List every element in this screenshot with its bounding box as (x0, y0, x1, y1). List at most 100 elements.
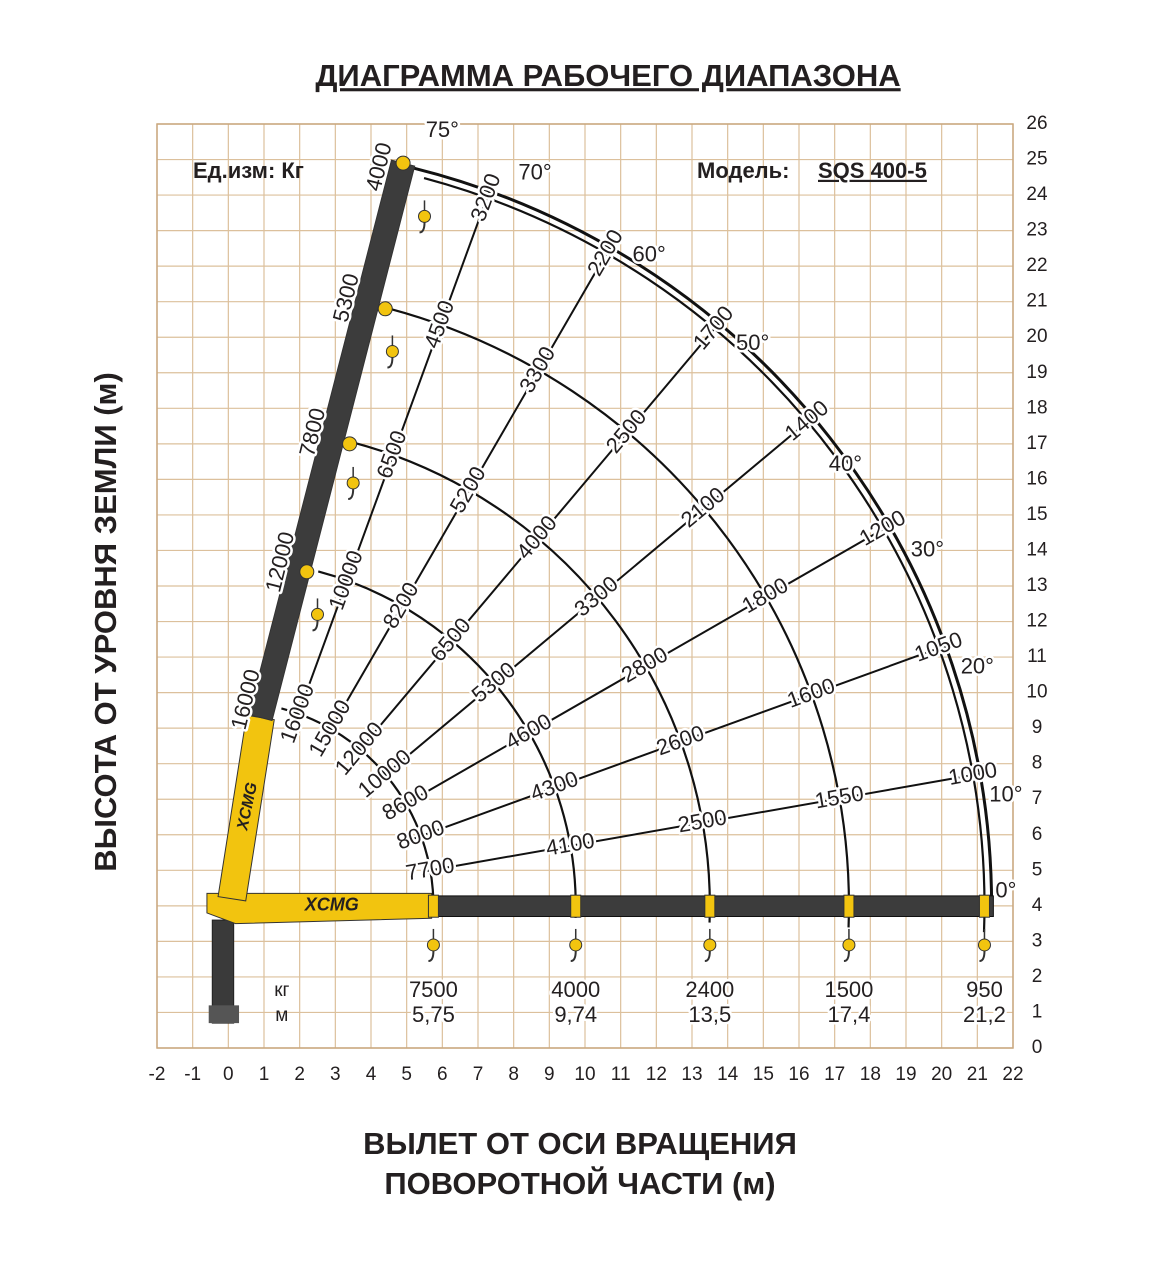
title: ДИАГРАММА РАБОЧЕГО ДИАПАЗОНА (315, 58, 900, 93)
x-tick-label: 19 (895, 1064, 916, 1085)
x-axis-title: ВЫЛЕТ ОТ ОСИ ВРАЩЕНИЯ (363, 1126, 797, 1161)
load-label: 5200 (445, 462, 491, 517)
hook (843, 950, 850, 962)
hook-block (418, 209, 431, 223)
hook (979, 950, 986, 962)
y-tick-label: 18 (1026, 397, 1047, 418)
boom-collar (704, 894, 716, 918)
grid: -2 -1 0 1 2 3 4 5 6 7 8 9 10 11 12 13 14 15 16 17 18 19 20 21 22… (149, 113, 1048, 1085)
hook-arc (423, 177, 986, 933)
angle-line (399, 524, 890, 809)
horizontal-boom-base (206, 892, 433, 925)
table-kg: 7500 (409, 977, 458, 1002)
x-tick-label: 16 (788, 1064, 809, 1085)
base-foot (208, 1005, 240, 1024)
y-tick-label: 5 (1032, 859, 1043, 880)
y-tick-label: 15 (1026, 504, 1047, 525)
hook (348, 488, 355, 500)
hook (570, 950, 577, 962)
load-label: 3300 (514, 342, 560, 397)
boom-joint (395, 155, 411, 171)
x-tick-label: 10 (574, 1064, 595, 1085)
brand-logo: XCMG (304, 895, 359, 915)
x-tick-label: 2 (294, 1064, 305, 1085)
load-label: 4600 (501, 708, 556, 754)
model-name: SQS 400-5 (818, 158, 927, 183)
load-labels: 3200450065001000016000220033005200820015… (223, 114, 1025, 1029)
hook-block (842, 938, 856, 952)
x-tick-label: 1 (259, 1064, 270, 1085)
y-tick-label: 1 (1032, 1001, 1043, 1022)
boom-joint (342, 436, 358, 452)
angle-line (379, 416, 814, 780)
load-label: 10000 (323, 547, 367, 613)
angle-label: 10° (989, 781, 1022, 806)
table-kg: 1500 (824, 977, 873, 1002)
table-m: 21,2 (963, 1002, 1006, 1027)
hook (419, 222, 426, 234)
y-tick-label: 26 (1026, 113, 1047, 134)
unit-label: Ед.изм: Кг (193, 158, 304, 183)
x-tick-label: 17 (824, 1064, 845, 1085)
x-tick-label: 7 (473, 1064, 484, 1085)
hook-arc (388, 307, 851, 928)
x-tick-label: 8 (508, 1064, 519, 1085)
boom-joint (377, 301, 393, 317)
hook-arc (352, 441, 711, 923)
load-label: 8000 (393, 814, 448, 854)
x-tick-label: 6 (437, 1064, 448, 1085)
angle-line (354, 322, 720, 756)
load-label: 1550 (813, 780, 866, 813)
hook-block (426, 938, 440, 952)
load-label: 1800 (737, 572, 792, 618)
table-m: 13,5 (688, 1002, 731, 1027)
table-row-label: кг (274, 980, 289, 1001)
load-label: 1600 (784, 673, 839, 713)
x-tick-label: 20 (931, 1064, 952, 1085)
hook-block (346, 476, 360, 490)
y-tick-label: 6 (1032, 824, 1043, 845)
hook (312, 620, 319, 632)
load-label: 2800 (617, 641, 672, 687)
hook-block (311, 607, 324, 621)
y-tick-label: 12 (1026, 611, 1047, 632)
y-tick-label: 10 (1026, 682, 1047, 703)
y-tick-label: 8 (1032, 753, 1043, 774)
angle-label: 70° (518, 160, 551, 185)
y-tick-label: 3 (1032, 930, 1043, 951)
load-label: 4100 (544, 828, 597, 861)
y-tick-label: 14 (1026, 539, 1048, 560)
y-tick-label: 23 (1026, 220, 1047, 241)
x-tick-label: 13 (681, 1064, 702, 1085)
y-tick-label: 11 (1027, 646, 1047, 667)
table-m: 17,4 (828, 1002, 871, 1027)
boom-collar (570, 894, 582, 918)
y-tick-label: 20 (1026, 326, 1047, 347)
y-tick-label: 4 (1032, 895, 1043, 916)
x-tick-label: 12 (646, 1064, 667, 1085)
y-tick-label: 0 (1032, 1037, 1043, 1058)
angle-line (414, 644, 946, 840)
load-label: 2600 (653, 720, 708, 760)
table-kg: 4000 (551, 977, 600, 1002)
x-tick-label: 22 (1002, 1064, 1023, 1085)
table-kg: 2400 (685, 977, 734, 1002)
load-label: 7700 (404, 852, 457, 885)
boom-joint (299, 564, 315, 580)
x-tick-label: 5 (401, 1064, 412, 1085)
x-tick-label: 3 (330, 1064, 341, 1085)
hook-block (977, 938, 991, 952)
y-tick-label: 19 (1026, 362, 1047, 383)
x-tick-label: 0 (223, 1064, 234, 1085)
x-tick-label: 4 (366, 1064, 377, 1085)
table-kg: 950 (966, 977, 1003, 1002)
x-tick-label: 15 (753, 1064, 774, 1085)
y-tick-label: 24 (1026, 184, 1048, 205)
angle-line (326, 246, 611, 736)
load-label: 4300 (527, 766, 582, 806)
load-label: 2500 (676, 804, 729, 837)
table-m: 9,74 (554, 1002, 597, 1027)
x-tick-label: 18 (860, 1064, 881, 1085)
boom-collar (427, 894, 439, 918)
